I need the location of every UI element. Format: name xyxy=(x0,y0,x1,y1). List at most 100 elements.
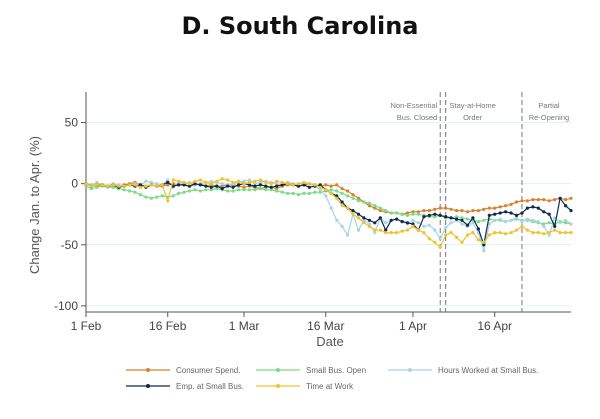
data-point xyxy=(476,209,480,213)
data-point xyxy=(356,199,361,203)
data-point xyxy=(498,205,502,209)
data-point xyxy=(542,232,546,236)
data-point xyxy=(182,190,186,194)
data-point xyxy=(482,249,486,253)
data-point xyxy=(569,209,573,213)
data-point xyxy=(324,194,328,198)
data-point xyxy=(346,189,350,193)
data-point xyxy=(525,228,530,232)
data-point xyxy=(536,220,540,224)
data-point xyxy=(318,185,322,189)
data-point xyxy=(122,184,126,188)
legend-entry: Small Bus. Open xyxy=(256,366,366,375)
data-point xyxy=(335,194,339,198)
data-point xyxy=(438,213,442,217)
data-point xyxy=(242,182,246,186)
data-point xyxy=(291,183,295,187)
data-point xyxy=(171,178,175,182)
data-point xyxy=(531,218,535,222)
event-label: Partial xyxy=(538,101,560,110)
data-point xyxy=(307,185,311,189)
x-tick-label: 1 Mar xyxy=(229,319,260,333)
data-point xyxy=(269,182,273,186)
series-2 xyxy=(84,178,573,253)
data-point xyxy=(449,207,453,211)
data-point xyxy=(144,195,148,199)
data-point xyxy=(367,201,371,205)
data-point xyxy=(373,221,377,225)
data-point xyxy=(351,209,355,213)
data-point xyxy=(226,184,230,188)
data-point xyxy=(204,180,208,184)
data-point xyxy=(558,231,562,235)
data-point xyxy=(460,222,464,226)
legend-swatch-point xyxy=(408,368,412,372)
data-point xyxy=(378,216,382,220)
data-point xyxy=(531,231,535,235)
data-point xyxy=(465,217,470,221)
data-point xyxy=(411,222,415,226)
data-point xyxy=(564,231,568,235)
data-point xyxy=(302,191,306,195)
event-label: Bus. Closed xyxy=(397,113,437,122)
x-tick-label: 1 Apr xyxy=(399,319,427,333)
data-point xyxy=(547,233,551,237)
data-point xyxy=(476,238,480,242)
data-point xyxy=(525,217,530,221)
data-point xyxy=(193,179,197,183)
data-point xyxy=(340,191,344,195)
data-point xyxy=(296,193,301,197)
data-point xyxy=(395,217,399,221)
data-point xyxy=(187,182,192,186)
data-point xyxy=(231,189,235,193)
data-point xyxy=(177,191,181,195)
data-point xyxy=(340,200,344,204)
legend-swatch-point xyxy=(146,368,150,372)
data-point xyxy=(346,194,350,198)
data-point xyxy=(346,206,350,210)
data-point xyxy=(302,183,306,187)
data-point xyxy=(106,184,110,188)
data-point xyxy=(247,183,252,187)
data-point xyxy=(384,231,388,235)
data-point xyxy=(198,183,202,187)
data-point xyxy=(264,188,268,192)
data-point xyxy=(542,224,546,228)
series-lines xyxy=(84,177,573,253)
data-point xyxy=(335,218,339,222)
x-tick-label: 16 Mar xyxy=(307,319,344,333)
data-point xyxy=(482,218,486,222)
data-point xyxy=(378,206,382,210)
data-point xyxy=(356,212,361,216)
data-point xyxy=(564,218,568,222)
data-point xyxy=(547,221,551,225)
legend-swatch-point xyxy=(276,384,280,388)
data-point xyxy=(286,191,290,195)
data-point xyxy=(275,189,279,193)
data-point xyxy=(498,231,502,235)
grid-lines xyxy=(86,122,571,307)
data-point xyxy=(373,206,377,210)
data-point xyxy=(237,179,241,183)
data-point xyxy=(313,183,317,187)
data-point xyxy=(231,180,235,184)
data-point xyxy=(493,231,497,235)
data-point xyxy=(356,228,361,232)
event-markers: Non-Essential Bus. Closed Stay-at-Home Orde… xyxy=(391,92,569,312)
data-point xyxy=(384,209,388,213)
data-point xyxy=(504,204,508,208)
legend-entry: Emp. at Small Bus. xyxy=(126,382,244,391)
data-point xyxy=(416,228,420,232)
x-tick-label: 16 Feb xyxy=(149,319,187,333)
data-point xyxy=(373,228,377,232)
data-point xyxy=(460,209,464,213)
data-point xyxy=(405,228,410,232)
data-point xyxy=(166,178,170,182)
data-point xyxy=(531,198,535,202)
data-point xyxy=(95,185,99,189)
data-point xyxy=(536,231,540,235)
data-point xyxy=(362,221,366,225)
data-point xyxy=(318,188,322,192)
